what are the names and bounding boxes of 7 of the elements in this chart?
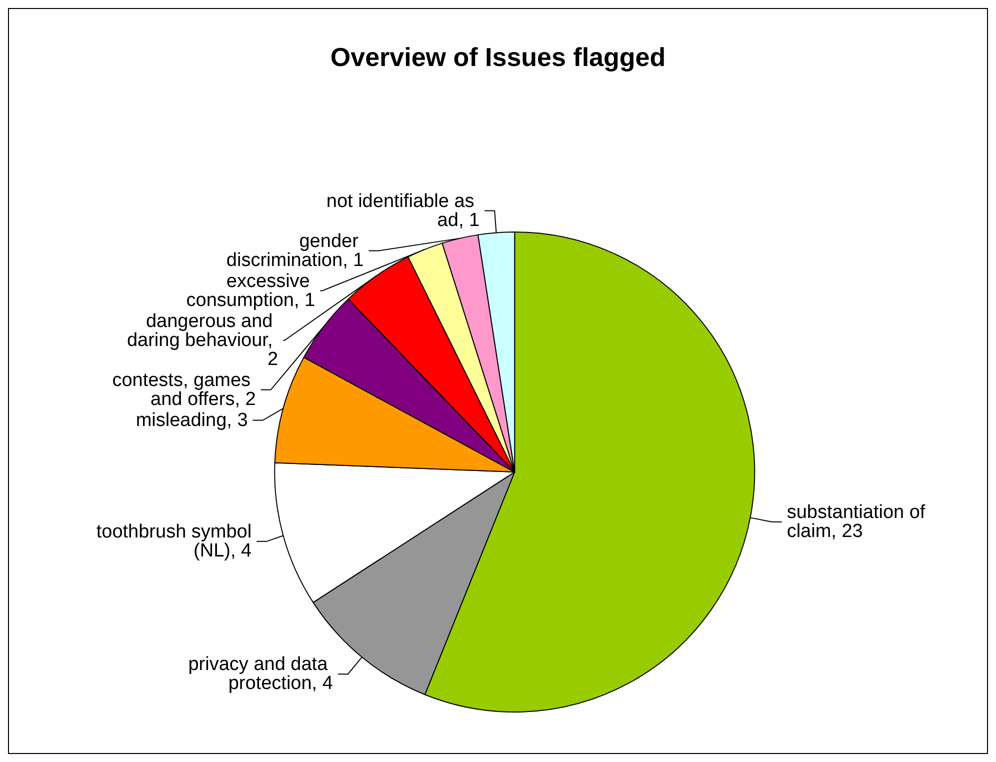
slice-label: privacy and data protection, 4 [188,654,334,694]
chart-title: Overview of Issues flagged [330,42,666,72]
slice-label: substantiation of claim, 23 [786,502,930,542]
slice-label: toothbrush symbol (NL), 4 [96,521,252,562]
slice-label: excessive consumption, 1 [186,270,316,311]
slice-label: not identifiable as ad, 1 [326,190,480,231]
slice-label: misleading, 3 [136,410,248,431]
